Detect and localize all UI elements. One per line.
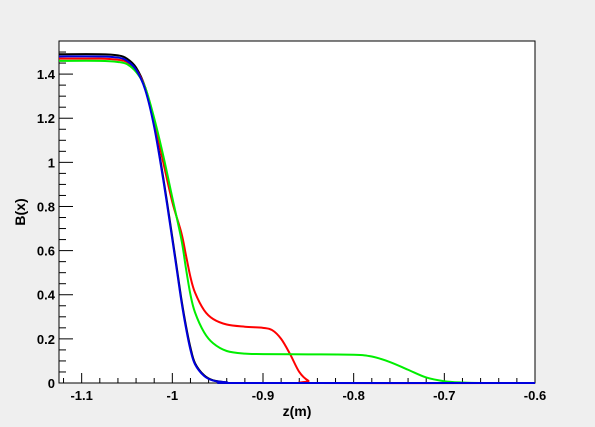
x-tick-label: -1 <box>167 388 179 403</box>
x-tick-label: -0.8 <box>342 388 364 403</box>
y-tick-label: 1.4 <box>37 67 56 82</box>
y-tick-label: 0 <box>48 376 55 391</box>
x-tick-label: -1.1 <box>70 388 92 403</box>
plot-area <box>58 40 536 384</box>
y-tick-label: 1 <box>48 155 55 170</box>
y-axis-title: B(x) <box>12 198 28 225</box>
x-axis-title: z(m) <box>283 403 312 419</box>
y-tick-label: 0.6 <box>37 244 55 259</box>
series-layer <box>58 53 536 385</box>
x-tick-label: -0.7 <box>433 388 455 403</box>
series-line-4 <box>58 55 536 385</box>
y-tick-label: 0.4 <box>37 288 56 303</box>
x-tick-label: -0.6 <box>524 388 546 403</box>
tick-labels: -1.1 -1 -0.9 -0.8 -0.7 -0.6 0 0.2 0.4 0.6 0.8 1 1.2 1… <box>37 67 546 403</box>
axis-ticks <box>59 40 536 384</box>
y-tick-label: 0.2 <box>37 332 55 347</box>
y-tick-label: 1.2 <box>37 111 55 126</box>
y-tick-label: 0.8 <box>37 199 55 214</box>
x-tick-label: -0.9 <box>252 388 274 403</box>
